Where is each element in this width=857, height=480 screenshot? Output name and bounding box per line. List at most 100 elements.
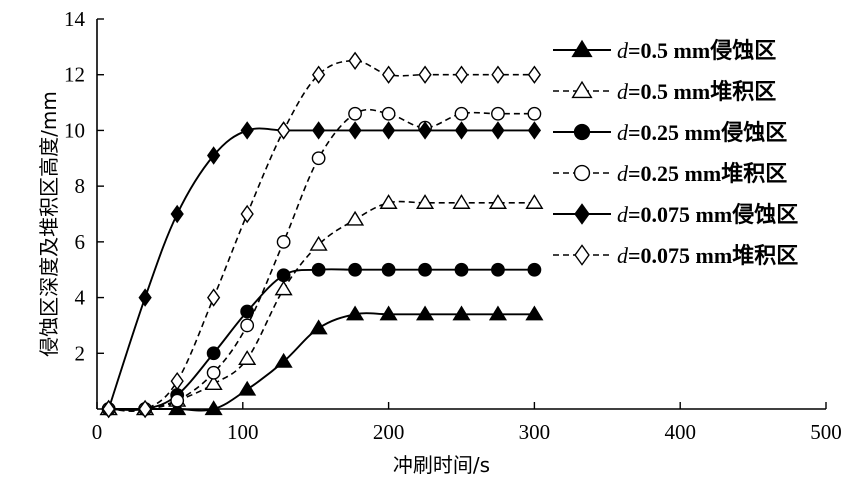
data-point — [491, 106, 505, 121]
data-point — [454, 106, 469, 121]
data-point — [381, 262, 396, 277]
data-point — [418, 65, 432, 84]
data-point — [309, 235, 328, 251]
legend-label-zone: 堆积区 — [710, 80, 776, 105]
y-tick-label: 14 — [64, 7, 86, 31]
x-tick-label: 0 — [92, 420, 103, 444]
series-3 — [101, 262, 542, 416]
legend-label-var: d — [617, 79, 629, 104]
data-point — [276, 268, 291, 283]
legend-marker — [573, 123, 591, 141]
legend-marker — [574, 203, 590, 225]
legend-label: d=0.5 mm堆积区 — [617, 79, 776, 105]
x-axis-title: 冲刷时间/s — [393, 453, 490, 477]
data-point — [277, 121, 291, 140]
legend-label-zone: 堆积区 — [721, 162, 787, 187]
legend-label: d=0.25 mm侵蚀区 — [617, 120, 787, 146]
data-point — [525, 305, 544, 321]
y-tick-label: 10 — [64, 118, 85, 142]
legend-label-zone: 堆积区 — [732, 244, 798, 269]
data-point — [452, 194, 471, 209]
legend-label: d=0.075 mm堆积区 — [617, 243, 798, 269]
legend-entry: d=0.25 mm堆积区 — [553, 161, 787, 187]
data-point — [454, 121, 469, 140]
legend-label-var: d — [617, 120, 629, 145]
series-5 — [102, 121, 542, 419]
legend-label-size: =0.25 mm — [628, 120, 721, 145]
legend-entry: d=0.075 mm侵蚀区 — [553, 202, 798, 228]
data-point — [207, 146, 221, 165]
y-axis-title: 侵蚀区深度及堆积区高度/mm — [37, 91, 61, 357]
legend-label-size: =0.5 mm — [628, 79, 710, 104]
legend-label: d=0.5 mm侵蚀区 — [617, 38, 776, 64]
series-1 — [99, 305, 544, 416]
x-tick-label: 100 — [227, 420, 259, 444]
legend-label-zone: 侵蚀区 — [709, 38, 776, 64]
series-4 — [101, 106, 542, 416]
data-point — [418, 121, 432, 140]
data-point — [240, 121, 254, 140]
data-point — [416, 194, 435, 209]
data-point — [381, 106, 396, 121]
legend-entry: d=0.075 mm堆积区 — [553, 243, 798, 269]
data-point — [525, 194, 544, 209]
data-point — [204, 375, 223, 391]
series-2 — [99, 194, 544, 416]
data-point — [416, 305, 435, 321]
data-point — [491, 121, 505, 140]
x-tick-label: 500 — [810, 420, 842, 444]
data-point — [204, 400, 223, 416]
series-6 — [102, 51, 542, 419]
axes: 0 100 200 300 400 500 2 4 6 8 10 12 14 — [64, 7, 842, 444]
x-tick-label: 200 — [373, 420, 405, 444]
series-line — [108, 59, 535, 412]
legend-label-var: d — [617, 38, 629, 63]
data-point — [168, 400, 187, 416]
data-point — [488, 305, 507, 321]
data-point — [206, 365, 221, 380]
data-point — [240, 204, 254, 224]
data-point — [206, 346, 221, 361]
data-point — [311, 262, 326, 277]
legend-entry: d=0.5 mm堆积区 — [553, 79, 776, 105]
legend-marker — [573, 164, 591, 182]
data-point — [238, 380, 257, 396]
y-tick-label: 2 — [75, 341, 86, 365]
data-point — [238, 350, 257, 365]
data-point — [379, 194, 398, 209]
data-point — [346, 305, 365, 321]
legend-label-zone: 侵蚀区 — [720, 120, 787, 146]
data-point — [381, 65, 396, 84]
legend-label-size: =0.075 mm — [628, 243, 732, 268]
data-point — [452, 305, 471, 321]
data-point — [527, 262, 542, 277]
legend-label-var: d — [617, 202, 629, 227]
data-point — [240, 304, 255, 319]
y-tick-label: 4 — [75, 286, 86, 310]
data-point — [102, 399, 116, 419]
legend-label-size: =0.075 mm — [628, 202, 732, 227]
data-point — [311, 65, 326, 84]
legend-label: d=0.25 mm堆积区 — [617, 161, 787, 187]
data-point — [527, 106, 542, 121]
legend-label-size: =0.25 mm — [628, 161, 721, 186]
data-point — [138, 399, 152, 419]
data-point — [276, 234, 291, 249]
x-tick-label: 400 — [664, 420, 696, 444]
data-point — [274, 280, 293, 296]
legend-entry: d=0.25 mm侵蚀区 — [553, 120, 787, 146]
legend-label: d=0.075 mm侵蚀区 — [617, 202, 798, 228]
data-point — [418, 262, 432, 277]
data-point — [138, 288, 152, 307]
data-point — [240, 318, 255, 333]
legend-label-var: d — [617, 161, 629, 186]
data-point — [491, 65, 505, 84]
legend-label-var: d — [617, 243, 629, 268]
y-tick-label: 6 — [75, 230, 86, 254]
data-point — [488, 194, 507, 209]
legend-label-size: =0.5 mm — [628, 38, 710, 63]
data-point — [379, 305, 398, 321]
